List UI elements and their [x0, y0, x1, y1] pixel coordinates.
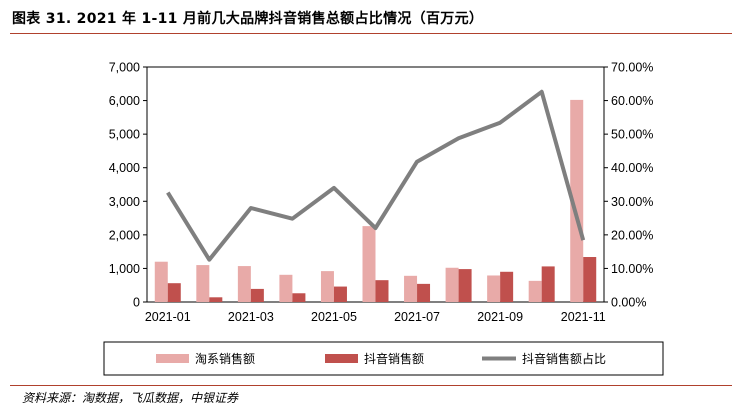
- x-axis-ticks: 2021-01 2021-03 2021-05 2021-07 2021-09 2021-…: [145, 310, 606, 324]
- douyin-bar: [167, 283, 181, 302]
- douyin-bar: [583, 257, 597, 302]
- taobao-bar: [570, 99, 584, 303]
- douyin-bar: [541, 266, 555, 302]
- taobao-bar: [320, 271, 334, 302]
- left-tick-label: 7,000: [109, 61, 140, 75]
- right-tick-label: 30.00%: [611, 195, 653, 209]
- taobao-bar: [445, 267, 459, 302]
- chart-title: 图表 31. 2021 年 1-11 月前几大品牌抖音销售总额占比情况（百万元）: [12, 11, 484, 27]
- left-tick-label: 5,000: [109, 128, 140, 142]
- taobao-bar: [528, 280, 542, 302]
- x-tick-label: 2021-01: [145, 310, 191, 324]
- left-tick-label: 4,000: [109, 161, 140, 175]
- taobao-bar: [404, 275, 418, 302]
- legend-box: [103, 341, 664, 376]
- legend-taobao-swatch: [156, 354, 189, 363]
- x-tick-label: 2021-09: [477, 310, 523, 324]
- right-tick-label: 10.00%: [611, 262, 653, 276]
- legend: 淘系销售额 抖音销售额 抖音销售额占比: [103, 341, 664, 376]
- left-tick-label: 1,000: [109, 262, 140, 276]
- douyin-bar: [500, 271, 514, 302]
- douyin-bar: [209, 297, 223, 302]
- legend-douyin-swatch: [325, 354, 358, 363]
- taobao-bar: [487, 275, 501, 302]
- douyin-bar: [250, 288, 264, 302]
- left-tick-label: 3,000: [109, 195, 140, 209]
- x-tick-label: 2021-05: [311, 310, 357, 324]
- x-tick-label: 2021-11: [561, 310, 606, 324]
- x-tick-label: 2021-07: [394, 310, 440, 324]
- douyin-bar: [458, 269, 472, 302]
- right-tick-label: 70.00%: [611, 61, 653, 75]
- left-tick-label: 0: [133, 296, 140, 310]
- share-line-layer: [166, 89, 586, 262]
- left-axis-ticks: 0 1,000 2,000 3,000 4,000 5,000 6,000 7,000: [109, 61, 147, 310]
- left-tick-label: 2,000: [109, 228, 140, 242]
- right-tick-label: 40.00%: [611, 161, 653, 175]
- legend-douyin-label: 抖音销售额: [364, 351, 424, 366]
- right-tick-label: 0.00%: [611, 296, 646, 310]
- taobao-bar: [196, 265, 210, 302]
- douyin-bar: [292, 293, 306, 302]
- right-tick-label: 20.00%: [611, 228, 653, 242]
- taobao-bar: [362, 226, 376, 302]
- right-axis-ticks: 0.00% 10.00% 20.00% 30.00% 40.00% 50.00% 60.00…: [604, 61, 653, 310]
- right-tick-label: 50.00%: [611, 128, 653, 142]
- source-note: 资料来源：淘数据，飞瓜数据，中银证券: [22, 391, 239, 405]
- left-tick-label: 6,000: [109, 94, 140, 108]
- source-rule: [10, 385, 732, 386]
- douyin-bar: [417, 283, 431, 302]
- share-line: [166, 89, 586, 262]
- taobao-bar: [237, 266, 251, 302]
- legend-taobao-label: 淘系销售额: [195, 351, 255, 366]
- x-tick-label: 2021-03: [228, 310, 274, 324]
- title-rule: [10, 33, 732, 34]
- douyin-bar: [333, 286, 347, 302]
- taobao-bar: [154, 261, 168, 302]
- bars: [154, 99, 597, 303]
- legend-share-label: 抖音销售额占比: [522, 351, 606, 366]
- douyin-bar: [375, 280, 389, 302]
- combo-chart: 0 1,000 2,000 3,000 4,000 5,000 6,000 7,000 0.0…: [103, 61, 664, 376]
- right-tick-label: 60.00%: [611, 94, 653, 108]
- taobao-bar: [279, 274, 293, 302]
